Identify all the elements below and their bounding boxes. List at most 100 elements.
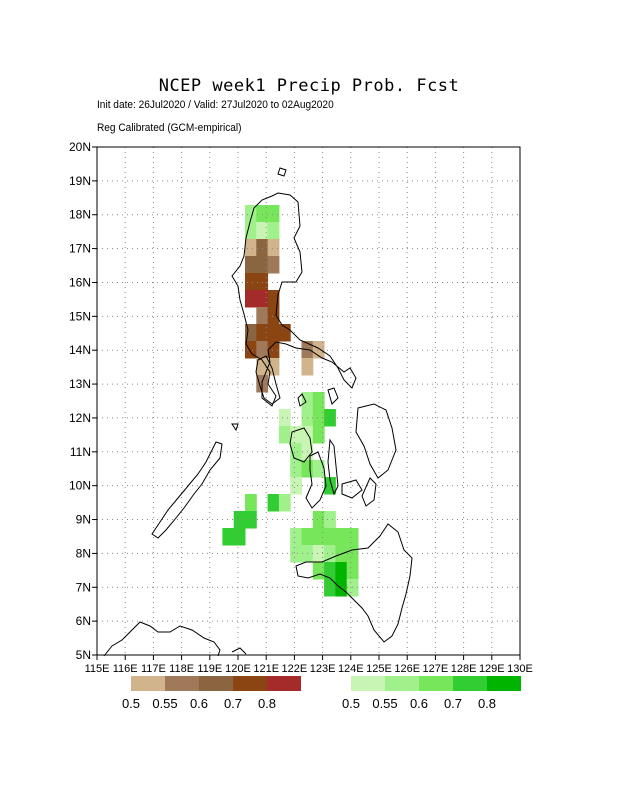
lat-label: 20N	[69, 140, 91, 154]
probability-cell	[233, 511, 246, 529]
legend-wet-swatch	[351, 676, 385, 691]
lon-label: 117E	[141, 663, 166, 675]
lon-label: 128E	[451, 663, 477, 675]
lat-label: 18N	[69, 208, 91, 222]
probability-cell	[312, 460, 325, 478]
lon-label: 125E	[366, 663, 392, 675]
lon-label: 129E	[479, 663, 505, 675]
probability-cell	[301, 528, 314, 546]
legend-dry-swatch	[131, 676, 165, 691]
lon-label: 124E	[338, 663, 364, 675]
lat-label: 12N	[69, 411, 91, 425]
lon-label: 121E	[253, 663, 279, 675]
lat-label: 19N	[69, 174, 91, 188]
lat-label: 11N	[70, 445, 91, 459]
probability-cell	[267, 494, 280, 512]
probability-cell	[245, 324, 257, 342]
legend-wet-swatch	[419, 676, 453, 691]
probability-cell	[267, 324, 280, 342]
legend: 0.5 0.55 0.6 0.7 0.8 0.5 0.55 0.6 0.7 0.8	[122, 676, 521, 711]
probability-cell	[290, 545, 302, 563]
probability-cell	[245, 511, 257, 529]
legend-wet-label: 0.6	[410, 696, 428, 711]
probability-cell	[312, 426, 325, 444]
probability-cell	[256, 290, 269, 308]
probability-cell	[324, 528, 336, 546]
probability-cell	[256, 324, 269, 342]
probability-cell	[335, 528, 348, 546]
probability-cell	[267, 256, 280, 274]
probability-cell	[256, 256, 269, 274]
legend-dry-label: 0.8	[258, 696, 276, 711]
legend-dry-label: 0.6	[190, 696, 208, 711]
probability-cell	[267, 307, 280, 325]
probability-cell	[245, 273, 257, 291]
probability-cell	[245, 239, 257, 257]
lat-label: 8N	[76, 546, 91, 560]
probability-cell	[324, 545, 336, 563]
legend-dry-swatch	[165, 676, 199, 691]
probability-cell	[312, 409, 325, 427]
probability-cell	[324, 562, 336, 580]
legend-wet-label: 0.8	[478, 696, 496, 711]
lon-label: 118E	[169, 663, 194, 675]
lat-label: 6N	[76, 614, 91, 628]
probability-cell	[267, 205, 280, 223]
probability-cell	[312, 341, 325, 359]
probability-cell	[245, 222, 257, 240]
lat-label: 13N	[69, 377, 91, 391]
probability-cell	[290, 443, 302, 461]
probability-cell	[301, 426, 314, 444]
legend-dry-label: 0.55	[152, 696, 177, 711]
calibration-note: Reg Calibrated (GCM-empirical)	[97, 122, 242, 134]
legend-dry-label: 0.5	[122, 696, 140, 711]
lon-label: 127E	[423, 663, 449, 675]
map-frame	[96, 146, 521, 656]
lon-label: 115E	[85, 663, 110, 675]
probability-cell	[233, 528, 246, 546]
probability-cell	[312, 545, 325, 563]
probability-cell	[245, 290, 257, 308]
probability-cell	[278, 324, 291, 342]
probability-cell	[301, 392, 314, 410]
init-valid-dates: Init date: 26Jul2020 / Valid: 27Jul2020 …	[97, 99, 334, 111]
probability-cell	[267, 222, 280, 240]
probability-cell	[346, 528, 359, 546]
probability-cell	[245, 256, 257, 274]
probability-cell	[256, 307, 269, 325]
legend-wet-label: 0.5	[342, 696, 360, 711]
probability-cell	[312, 511, 325, 529]
legend-wet-swatch	[487, 676, 521, 691]
probability-cell	[335, 579, 348, 597]
probability-cell	[290, 426, 302, 444]
probability-cell	[312, 528, 325, 546]
probability-cell	[278, 426, 291, 444]
probability-cell	[324, 511, 336, 529]
legend-wet-label: 0.7	[444, 696, 462, 711]
probability-cell	[290, 460, 302, 478]
probability-cell	[301, 460, 314, 478]
lon-label: 119E	[197, 663, 222, 675]
probability-cell	[290, 528, 302, 546]
legend-wet-label: 0.55	[372, 696, 397, 711]
lat-label: 17N	[69, 242, 91, 256]
probability-cell	[245, 341, 257, 359]
probability-cell	[324, 477, 336, 495]
probability-cell	[278, 409, 291, 427]
lon-label: 120E	[225, 663, 251, 675]
lon-label: 126E	[394, 663, 420, 675]
lat-label: 9N	[76, 513, 91, 527]
probability-cell	[267, 341, 280, 359]
probability-cell	[335, 562, 348, 580]
lon-label: 122E	[282, 663, 308, 675]
probability-cell	[324, 579, 336, 597]
probability-cell	[267, 290, 280, 308]
lon-label: 123E	[310, 663, 336, 675]
lat-label: 14N	[69, 343, 91, 357]
lat-label: 5N	[76, 648, 91, 662]
legend-wet-swatch	[385, 676, 419, 691]
lat-label: 10N	[69, 479, 91, 493]
probability-cell	[222, 528, 235, 546]
probability-cell	[267, 239, 280, 257]
lat-label: 15N	[69, 309, 91, 323]
